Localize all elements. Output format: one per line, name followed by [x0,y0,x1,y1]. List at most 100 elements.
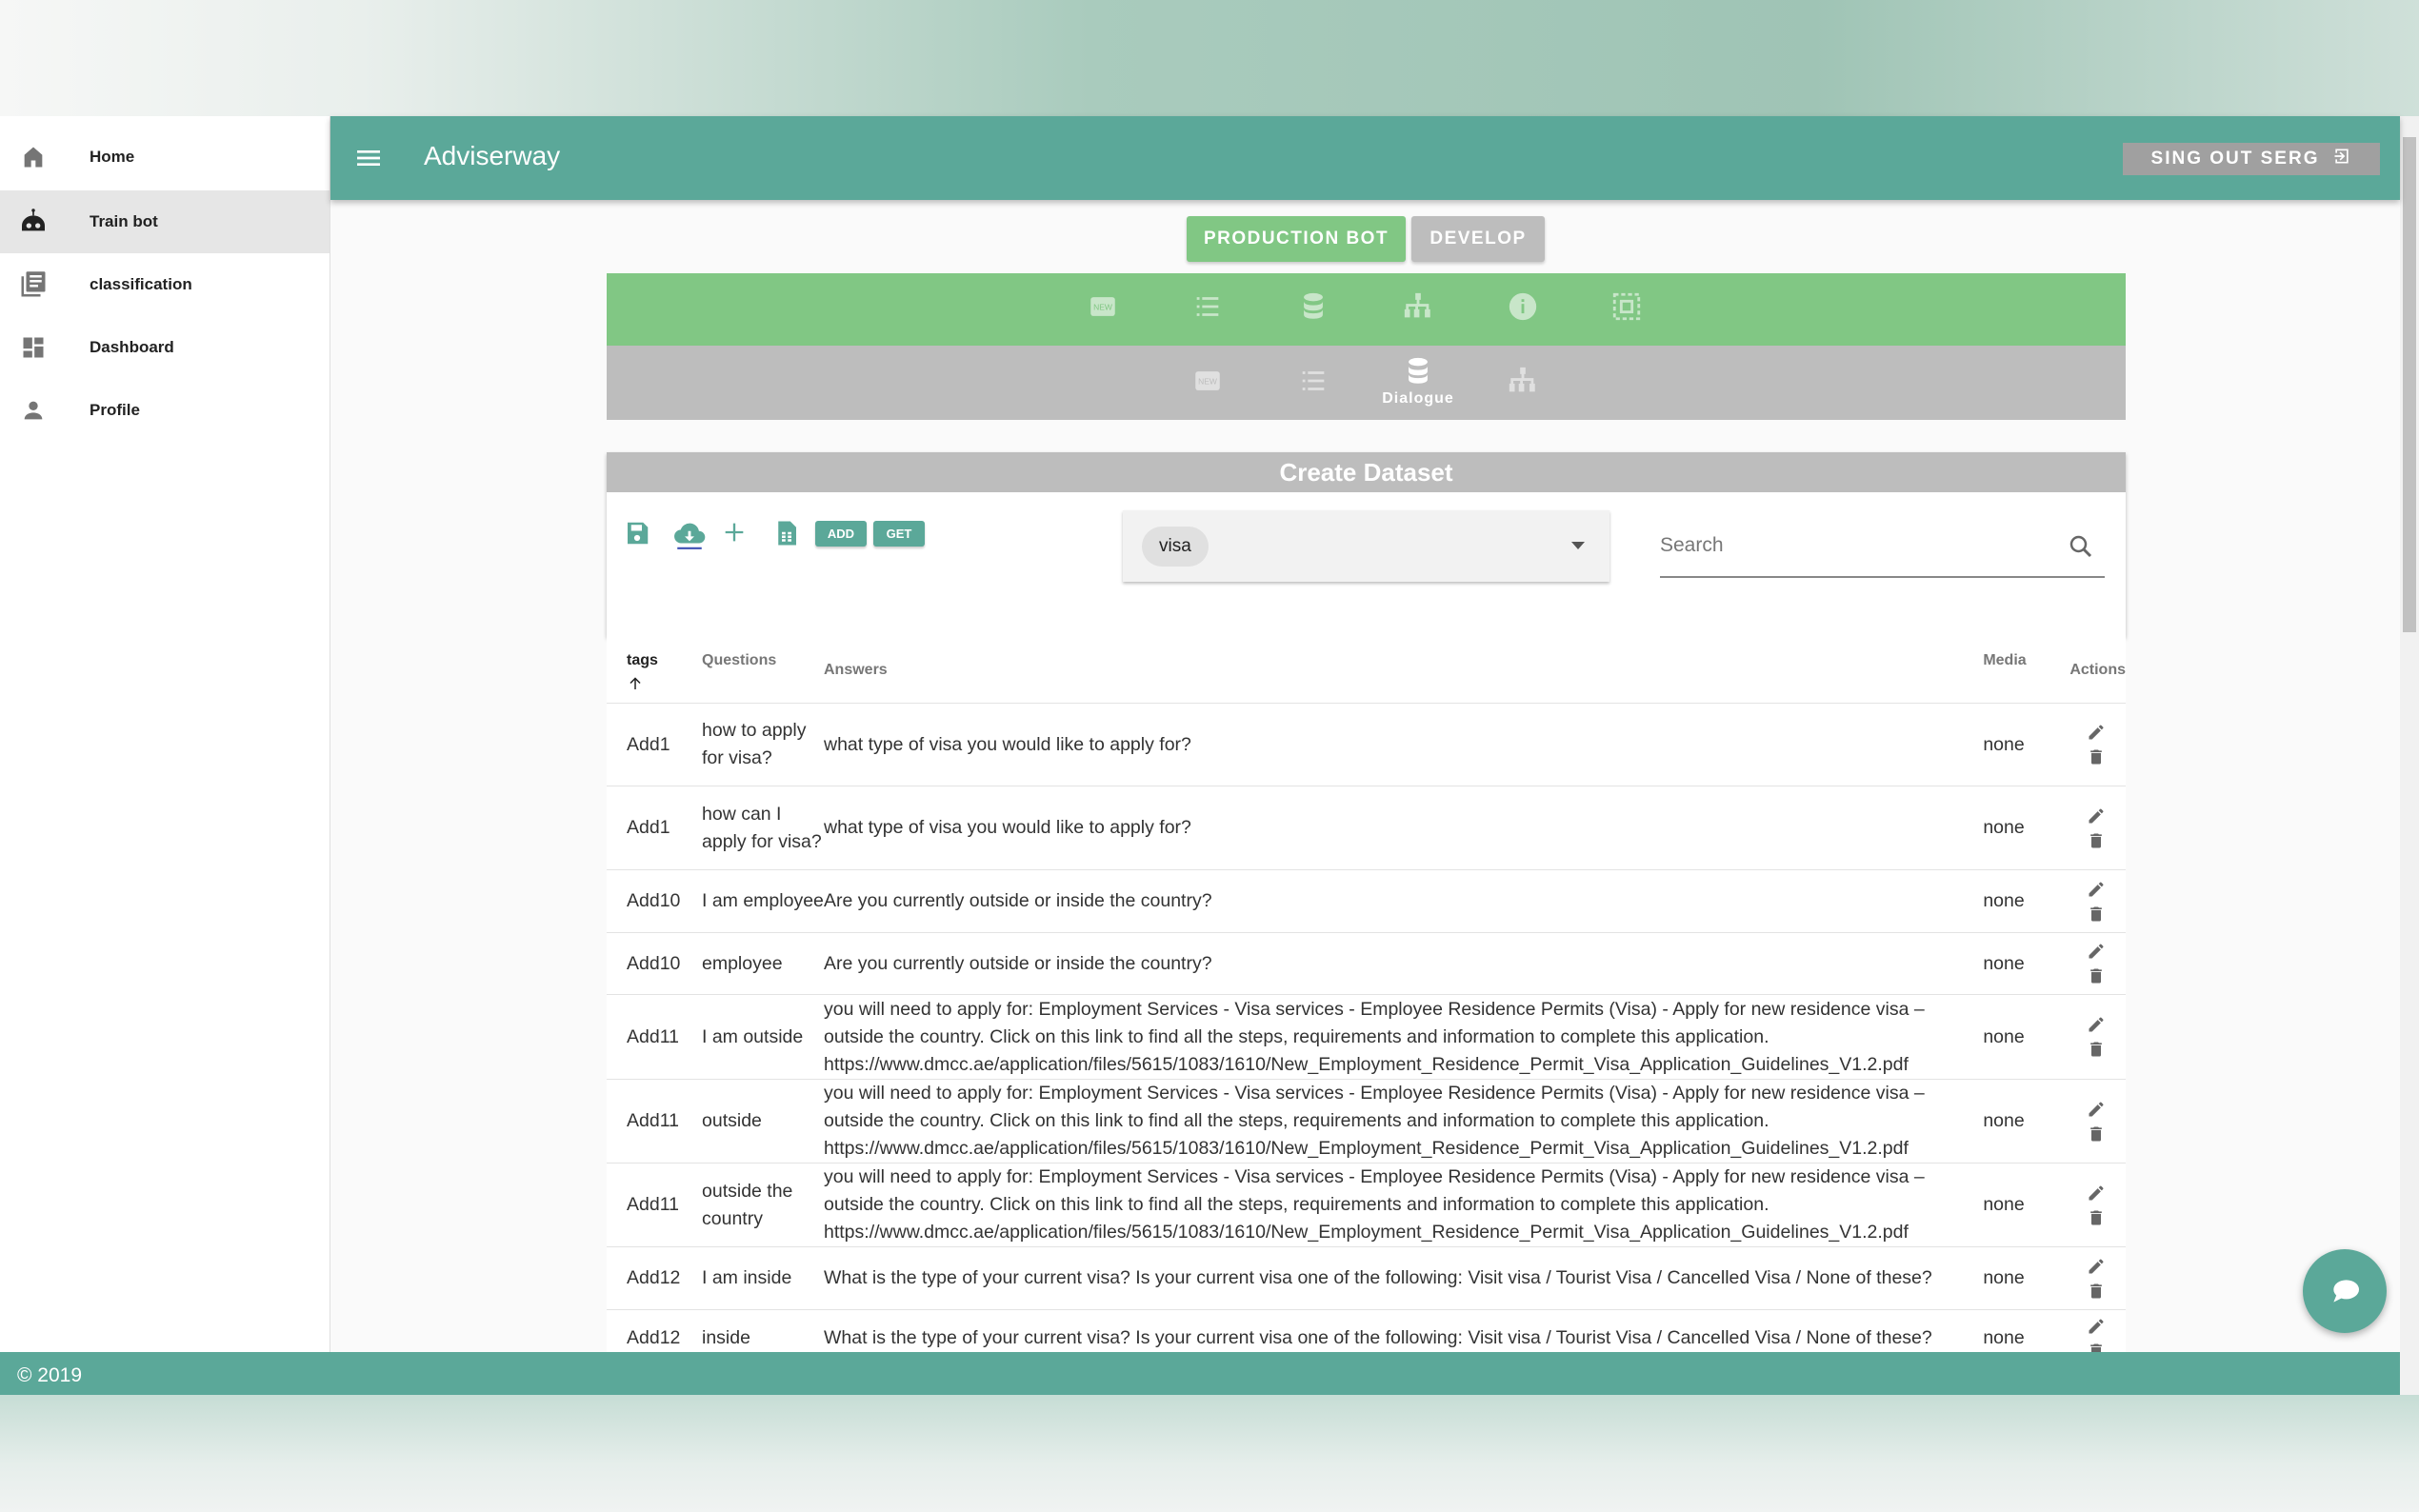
delete-icon[interactable] [2087,966,2106,985]
actions-cell [2069,1163,2126,1247]
edit-icon[interactable] [2087,1015,2106,1034]
sidebar-item-profile[interactable]: Profile [0,379,330,442]
table-row[interactable]: Add1 how can I apply for visa? what type o… [607,786,2126,870]
search-icon[interactable] [2067,532,2095,561]
selected-tag-chip[interactable]: visa [1142,527,1209,567]
question-cell: outside the country [702,1163,824,1247]
delete-icon[interactable] [2087,1208,2106,1227]
delete-icon[interactable] [2087,831,2106,850]
edit-icon[interactable] [2087,942,2106,961]
questions-column-header[interactable]: Questions [702,652,777,668]
answer-cell: you will need to apply for: Employment S… [824,1079,1984,1164]
chat-bubble-icon [2333,1280,2359,1303]
table-row[interactable]: Add10 I am employee Are you currently outs… [607,869,2126,933]
production-bot-button[interactable]: PRODUCTION BOT [1187,216,1406,262]
list-icon[interactable] [1297,365,1329,397]
background-bottom [0,1395,2419,1512]
chat-button[interactable] [2303,1249,2387,1333]
table-row[interactable]: Add1 how to apply for visa? what type of v… [607,703,2126,786]
answer-cell: you will need to apply for: Employment S… [824,1163,1984,1247]
edit-icon[interactable] [2087,1317,2106,1336]
sidebar-item-label: Profile [90,401,140,419]
page-scrollbar[interactable] [2400,116,2419,1395]
sidebar-item-home[interactable]: Home [0,126,330,189]
scrollbar-thumb[interactable] [2403,137,2416,632]
new-icon[interactable]: NEW [1087,290,1119,323]
database-icon[interactable] [1402,355,1434,388]
dialogue-tab-label[interactable]: Dialogue [1382,390,1454,407]
delete-icon[interactable] [2087,1040,2106,1059]
tag-cell: Add11 [607,1079,702,1164]
edit-icon[interactable] [2087,1257,2106,1276]
question-cell: employee [702,932,824,995]
delete-icon[interactable] [2087,1282,2106,1301]
spreadsheet-icon[interactable] [772,519,801,547]
select-all-icon[interactable] [1610,290,1643,323]
tag-cell: Add10 [607,932,702,995]
answer-cell: What is the type of your current visa? I… [824,1309,1984,1352]
media-column-header[interactable]: Media [1983,652,2027,668]
home-icon [17,141,50,173]
delete-icon[interactable] [2087,905,2106,924]
add-button[interactable]: ADD [815,521,867,547]
new-icon[interactable]: NEW [1191,365,1224,397]
answers-column-header[interactable]: Answers [824,662,888,678]
question-cell: I am inside [702,1246,824,1310]
actions-cell [2069,786,2126,870]
media-cell: none [1983,703,2070,786]
answer-cell: Are you currently outside or inside the … [824,932,1984,995]
sidebar-item-classification[interactable]: classification [0,253,330,316]
answer-cell: Are you currently outside or inside the … [824,869,1984,933]
develop-button[interactable]: DEVELOP [1411,216,1545,262]
dataset-table: tags Questions Answers Media Actions Add… [607,637,2126,1352]
info-icon[interactable] [1507,290,1539,323]
sidebar-item-label: Train bot [90,212,158,230]
sidebar-item-label: Dashboard [90,338,174,356]
actions-cell [2069,1079,2126,1164]
edit-icon[interactable] [2087,806,2106,826]
sign-out-button[interactable]: SING OUT SERG [2123,143,2380,175]
table-row[interactable]: Add11 I am outside you will need to apply … [607,994,2126,1080]
sort-arrow-up-icon[interactable] [627,674,644,693]
add-icon[interactable] [721,519,748,546]
edit-icon[interactable] [2087,723,2106,742]
actions-cell [2069,703,2126,786]
cloud-download-icon[interactable] [673,519,706,551]
search-field[interactable] [1660,500,2105,578]
edit-icon[interactable] [2087,880,2106,899]
answer-cell: What is the type of your current visa? I… [824,1246,1984,1310]
dropdown-arrow-icon[interactable] [1571,542,1585,549]
sitemap-icon[interactable] [1402,290,1434,323]
person-icon [17,394,50,427]
tag-cell: Add1 [607,703,702,786]
sidebar-item-train-bot[interactable]: Train bot [0,190,330,253]
delete-icon[interactable] [2087,747,2106,766]
edit-icon[interactable] [2087,1100,2106,1119]
list-icon[interactable] [1191,290,1224,323]
table-row[interactable]: Add12 inside What is the type of your curr… [607,1309,2126,1352]
table-row[interactable]: Add12 I am inside What is the type of your… [607,1246,2126,1310]
answer-cell: you will need to apply for: Employment S… [824,994,1984,1080]
media-cell: none [1983,1163,2070,1247]
actions-column-header: Actions [2069,662,2126,678]
table-body: Add1 how to apply for visa? what type of v… [607,703,2126,1352]
edit-icon[interactable] [2087,1184,2106,1203]
robot-icon [17,206,50,238]
question-cell: inside [702,1309,824,1352]
search-input[interactable] [1660,534,2041,557]
table-row[interactable]: Add11 outside you will need to apply for: … [607,1079,2126,1164]
menu-icon[interactable] [353,143,384,173]
save-icon[interactable] [623,519,651,547]
tag-cell: Add11 [607,1163,702,1247]
tags-column-header[interactable]: tags [607,637,702,704]
delete-icon[interactable] [2087,1342,2106,1352]
table-row[interactable]: Add11 outside the country you will need to… [607,1163,2126,1247]
database-icon[interactable] [1297,290,1329,323]
delete-icon[interactable] [2087,1124,2106,1144]
table-row[interactable]: Add10 employee Are you currently outside o… [607,932,2126,995]
sidebar-item-dashboard[interactable]: Dashboard [0,316,330,379]
media-cell: none [1983,786,2070,870]
get-button[interactable]: GET [873,521,925,547]
tag-select[interactable]: visa [1123,510,1609,582]
sitemap-icon[interactable] [1507,365,1539,397]
